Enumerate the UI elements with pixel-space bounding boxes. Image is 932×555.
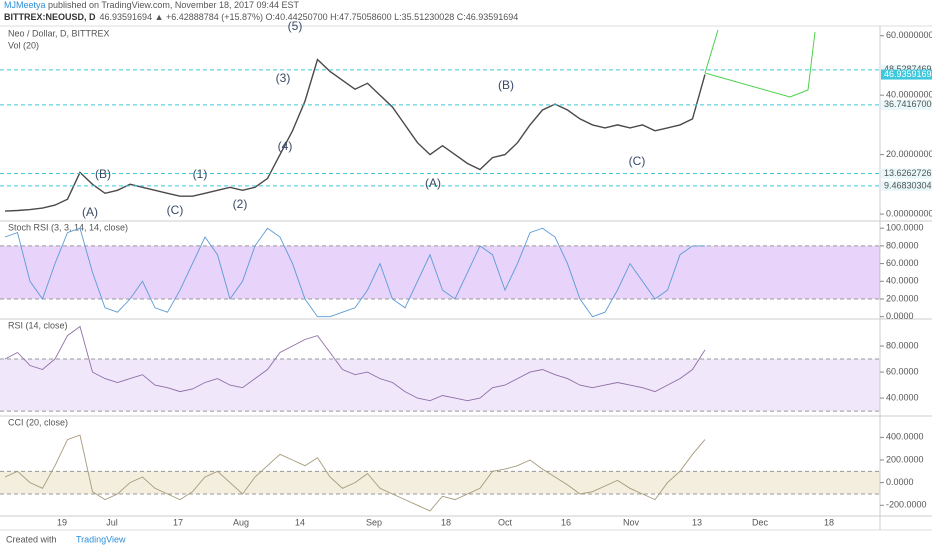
line (4, 434, 706, 512)
y-tick-label: 100.0000 (886, 223, 924, 233)
quote: 46.93591694 ▲ +6.42888784 (+15.87%) O:40… (100, 12, 519, 22)
level-label: 48.52874695 (884, 64, 932, 74)
pane-title: CCI (20, close) (8, 417, 68, 427)
y-tick-label: 60.00000000 (886, 30, 932, 40)
projection (704, 31, 816, 98)
level-tag (881, 168, 932, 179)
y-tick-label: 40.00000000 (886, 90, 932, 100)
level-tag (881, 99, 932, 110)
time-label: 16 (561, 517, 571, 527)
wave-label: (3) (276, 71, 291, 85)
wave-label: (C) (629, 154, 646, 168)
line (4, 325, 706, 402)
wave-label: (B) (498, 78, 514, 92)
y-tick-label: 80.0000 (886, 240, 919, 250)
time-label: Dec (752, 517, 769, 527)
y-tick-label: 20.00000000 (886, 149, 932, 159)
vol-label: Vol (20) (8, 40, 39, 50)
wave-label: (A) (82, 205, 98, 219)
y-tick-label: 0.00000000 (886, 208, 932, 218)
y-tick-label: 400.0000 (886, 432, 924, 442)
projection (704, 29, 719, 74)
level-label: 13.62627262 (884, 168, 932, 178)
wave-label: (5) (288, 19, 303, 33)
time-label: 13 (692, 517, 702, 527)
wave-label: (B) (95, 167, 111, 181)
band (0, 245, 880, 299)
wave-label: (2) (233, 197, 248, 211)
quote-line: BITTREX:NEOUSD, D 46.93591694 ▲ +6.428887… (4, 12, 518, 22)
y-tick-label: -200.0000 (886, 500, 927, 510)
band (0, 359, 880, 412)
pane-title: Stoch RSI (3, 3, 14, 14, close) (8, 222, 128, 232)
wave-label: (C) (167, 203, 184, 217)
y-tick-label: 80.0000 (886, 340, 919, 350)
y-tick-label: 20.0000 (886, 293, 919, 303)
footer-created: Created with (6, 534, 57, 544)
last-price-label: 46.93591694 (884, 69, 932, 79)
y-tick-label: 60.0000 (886, 366, 919, 376)
time-label: 18 (441, 517, 451, 527)
wave-label: (1) (193, 167, 208, 181)
time-label: Jul (106, 517, 118, 527)
time-label: 14 (295, 517, 305, 527)
y-tick-label: 0.0000 (886, 477, 914, 487)
time-label: 19 (57, 517, 67, 527)
wave-label: (4) (278, 139, 293, 153)
published: published on TradingView.com, November 1… (46, 0, 300, 10)
last-price-tag (881, 69, 932, 80)
footer-brand: TradingView (76, 534, 126, 544)
line (4, 227, 705, 318)
time-label: Oct (498, 517, 513, 527)
y-tick-label: 60.0000 (886, 258, 919, 268)
time-label: 18 (824, 517, 834, 527)
time-label: Sep (366, 517, 382, 527)
wave-label: (A) (425, 176, 441, 190)
author: MJMeetya (4, 0, 46, 10)
time-label: Nov (623, 517, 640, 527)
pane-title: RSI (14, close) (8, 320, 68, 330)
y-tick-label: 0.0000 (886, 311, 914, 321)
symbol: BITTREX:NEOUSD, D (4, 12, 96, 22)
y-tick-label: 200.0000 (886, 454, 924, 464)
time-label: 17 (173, 517, 183, 527)
line (4, 58, 706, 212)
y-tick-label: 40.0000 (886, 392, 919, 402)
header-line: MJMeetya published on TradingView.com, N… (4, 0, 300, 10)
level-label: 9.46830304 (884, 180, 932, 190)
band (0, 471, 880, 494)
y-tick-label: 40.0000 (886, 276, 919, 286)
pane-title: Neo / Dollar, D, BITTREX (8, 28, 110, 38)
time-label: Aug (233, 517, 249, 527)
level-tag (881, 180, 932, 191)
level-label: 36.74167000 (884, 99, 932, 109)
